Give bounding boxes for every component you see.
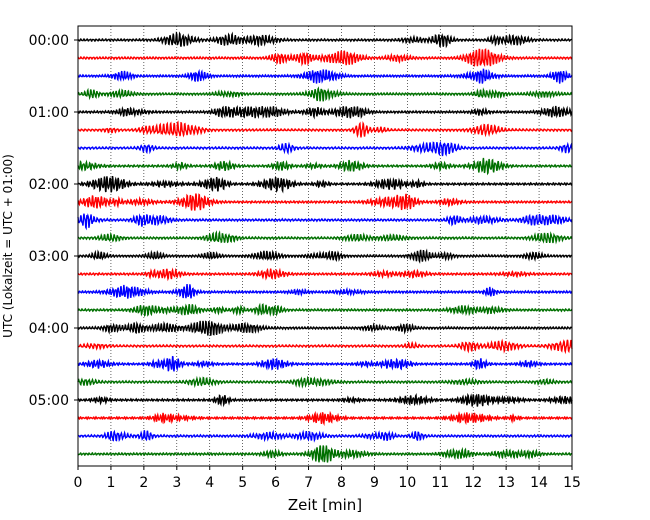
y-axis-ticks: 00:00 01:00 02:00 03:00 04:00 05:00 xyxy=(29,33,78,409)
x-axis-ticks: 0 1 2 3 4 5 6 7 8 9 10 11 12 13 14 15 xyxy=(74,466,581,491)
x-tick-label-9: 9 xyxy=(370,475,379,491)
trace-row-19 xyxy=(77,375,573,389)
x-tick-label-0: 0 xyxy=(74,475,83,491)
y-tick-label-00:00: 00:00 xyxy=(29,33,69,49)
x-tick-label-13: 13 xyxy=(497,475,515,491)
trace-row-17 xyxy=(77,338,573,355)
y-axis-label: UTC (Lokalzeit = UTC + 01:00) xyxy=(1,154,15,338)
trace-row-18 xyxy=(77,355,573,372)
y-tick-label-03:00: 03:00 xyxy=(29,249,69,265)
y-tick-label-02:00: 02:00 xyxy=(29,177,69,193)
trace-row-12 xyxy=(77,248,573,264)
trace-row-3 xyxy=(77,86,573,102)
trace-row-14 xyxy=(77,283,573,299)
trace-row-9 xyxy=(77,193,573,211)
trace-row-20 xyxy=(77,392,573,408)
x-tick-label-14: 14 xyxy=(530,475,548,491)
trace-row-13 xyxy=(77,267,573,282)
x-tick-label-15: 15 xyxy=(563,475,581,491)
x-tick-label-8: 8 xyxy=(337,475,346,491)
trace-row-16 xyxy=(77,320,573,336)
trace-row-10 xyxy=(77,213,573,231)
trace-row-1 xyxy=(77,48,573,68)
trace-row-4 xyxy=(77,104,573,120)
y-tick-label-01:00: 01:00 xyxy=(29,105,69,121)
vertical-grid-lines xyxy=(110,26,540,466)
y-tick-label-04:00: 04:00 xyxy=(29,321,69,337)
x-tick-label-7: 7 xyxy=(304,475,313,491)
x-tick-label-11: 11 xyxy=(431,475,449,491)
x-tick-label-5: 5 xyxy=(238,475,247,491)
x-tick-label-3: 3 xyxy=(172,475,181,491)
trace-row-15 xyxy=(77,302,573,317)
x-tick-label-2: 2 xyxy=(139,475,148,491)
trace-row-6 xyxy=(77,140,573,157)
y-tick-label-05:00: 05:00 xyxy=(29,393,69,409)
trace-row-22 xyxy=(77,429,573,443)
x-tick-label-10: 10 xyxy=(398,475,416,491)
trace-row-11 xyxy=(77,230,573,245)
x-tick-label-1: 1 xyxy=(106,475,115,491)
trace-row-2 xyxy=(77,68,573,84)
trace-row-5 xyxy=(77,120,573,139)
seismic-traces xyxy=(77,31,573,463)
x-tick-label-4: 4 xyxy=(205,475,214,491)
trace-row-7 xyxy=(77,157,573,176)
trace-row-0 xyxy=(77,31,573,49)
plot-frame xyxy=(77,25,573,467)
trace-row-21 xyxy=(77,410,573,427)
trace-row-23 xyxy=(77,445,573,463)
x-axis-label: Zeit [min] xyxy=(288,496,362,514)
x-tick-label-6: 6 xyxy=(271,475,280,491)
trace-row-8 xyxy=(77,175,573,194)
x-tick-label-12: 12 xyxy=(464,475,482,491)
